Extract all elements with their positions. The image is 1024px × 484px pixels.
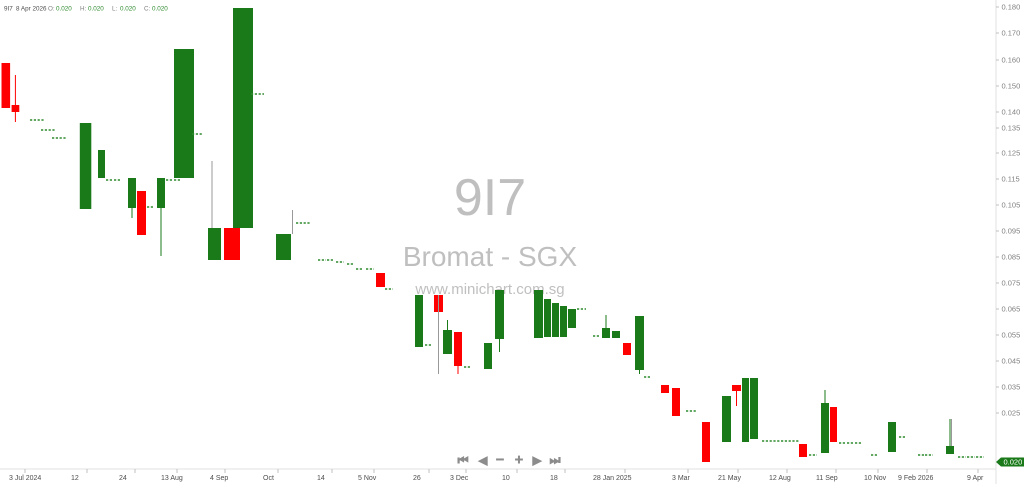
svg-text:0.065: 0.065 bbox=[1002, 305, 1021, 314]
svg-text:⏮: ⏮ bbox=[458, 453, 469, 467]
svg-text:−: − bbox=[496, 451, 504, 467]
svg-text:C:: C: bbox=[144, 6, 151, 13]
svg-text:12 Aug: 12 Aug bbox=[769, 475, 791, 482]
svg-text:0.115: 0.115 bbox=[1002, 175, 1020, 184]
svg-text:5 Nov: 5 Nov bbox=[358, 475, 377, 482]
svg-text:4 Sep: 4 Sep bbox=[210, 475, 228, 482]
svg-text:14: 14 bbox=[317, 475, 325, 482]
svg-text:18: 18 bbox=[550, 475, 558, 482]
svg-text:0.035: 0.035 bbox=[1002, 383, 1021, 392]
svg-text:28 Jan 2025: 28 Jan 2025 bbox=[593, 475, 632, 482]
svg-text:24: 24 bbox=[119, 475, 127, 482]
svg-text:0.020: 0.020 bbox=[120, 6, 136, 13]
svg-text:0.085: 0.085 bbox=[1002, 253, 1021, 262]
svg-text:0.125: 0.125 bbox=[1002, 149, 1021, 158]
svg-text:10 Nov: 10 Nov bbox=[864, 475, 887, 482]
svg-text:0.170: 0.170 bbox=[1002, 29, 1021, 38]
svg-text:0.140: 0.140 bbox=[1002, 108, 1021, 117]
svg-text:9 Feb 2026: 9 Feb 2026 bbox=[898, 475, 934, 482]
svg-text:0.150: 0.150 bbox=[1002, 82, 1021, 91]
svg-text:13 Aug: 13 Aug bbox=[161, 475, 183, 482]
svg-text:O:: O: bbox=[48, 6, 55, 13]
svg-text:9 Apr: 9 Apr bbox=[967, 475, 984, 482]
svg-text:0.020: 0.020 bbox=[152, 6, 168, 13]
svg-text:26: 26 bbox=[413, 475, 421, 482]
svg-text:⏭: ⏭ bbox=[550, 453, 561, 467]
svg-text:0.075: 0.075 bbox=[1002, 279, 1021, 288]
svg-text:◀: ◀ bbox=[479, 455, 488, 467]
svg-text:0.020: 0.020 bbox=[88, 6, 104, 13]
svg-text:0.020: 0.020 bbox=[56, 6, 72, 13]
svg-text:12: 12 bbox=[71, 475, 79, 482]
svg-text:+: + bbox=[515, 451, 523, 467]
svg-text:3 Jul 2024: 3 Jul 2024 bbox=[9, 475, 41, 482]
svg-text:21 May: 21 May bbox=[718, 475, 741, 482]
svg-text:▶: ▶ bbox=[533, 455, 542, 467]
svg-text:0.020: 0.020 bbox=[1004, 458, 1023, 467]
svg-text:8 Apr 2026: 8 Apr 2026 bbox=[16, 6, 47, 13]
svg-text:0.105: 0.105 bbox=[1002, 201, 1021, 210]
svg-text:0.135: 0.135 bbox=[1002, 124, 1021, 133]
svg-text:L:: L: bbox=[112, 6, 118, 13]
svg-text:Oct: Oct bbox=[263, 475, 274, 482]
svg-text:11 Sep: 11 Sep bbox=[816, 475, 838, 482]
svg-text:3 Dec: 3 Dec bbox=[450, 475, 469, 482]
svg-text:9I7: 9I7 bbox=[454, 169, 526, 227]
svg-text:Bromat - SGX: Bromat - SGX bbox=[403, 241, 578, 272]
svg-text:0.045: 0.045 bbox=[1002, 357, 1021, 366]
svg-text:H:: H: bbox=[80, 6, 87, 13]
svg-text:9I7: 9I7 bbox=[4, 6, 13, 13]
svg-text:0.095: 0.095 bbox=[1002, 227, 1021, 236]
svg-text:10: 10 bbox=[502, 475, 510, 482]
svg-text:3 Mar: 3 Mar bbox=[672, 475, 691, 482]
svg-text:0.025: 0.025 bbox=[1002, 409, 1021, 418]
svg-text:0.180: 0.180 bbox=[1002, 3, 1021, 12]
svg-text:0.055: 0.055 bbox=[1002, 331, 1021, 340]
svg-text:0.160: 0.160 bbox=[1002, 56, 1021, 65]
